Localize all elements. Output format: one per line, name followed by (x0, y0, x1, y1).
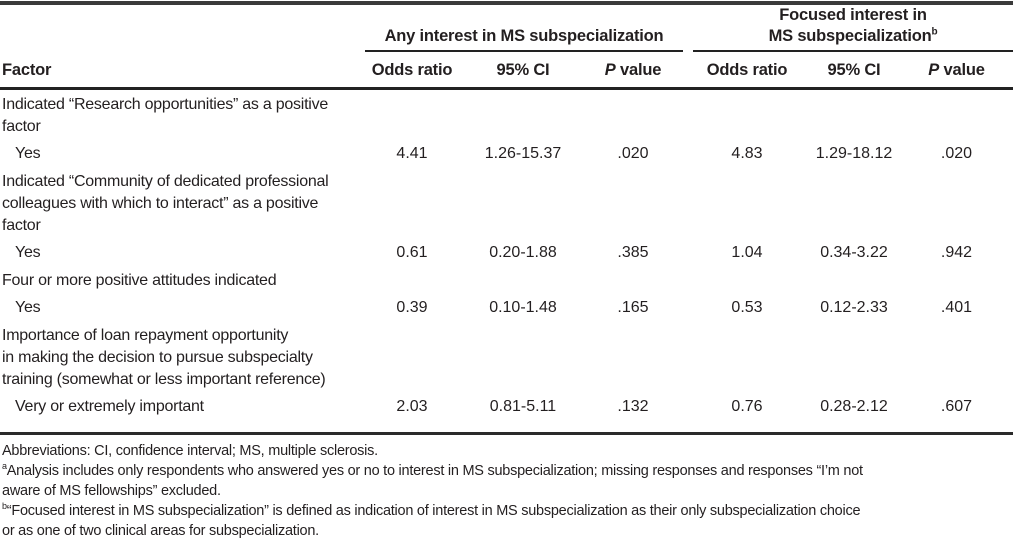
odds-ratio-column-header: Odds ratio (371, 61, 453, 79)
ci-column-header: 95% CI (496, 61, 550, 79)
factor-group-row: Importance of loan repayment opportunity… (0, 325, 1013, 391)
odds-ratio-value: 0.76 (731, 398, 763, 415)
p-value-rest-label: value (615, 61, 662, 79)
ci-value: 0.34-3.22 (820, 244, 888, 261)
statistics-table: Any interest in MS subspecialization Foc… (0, 1, 1013, 541)
abbreviations-note: Abbreviations: CI, confidence interval; … (2, 441, 1013, 461)
table-body: Indicated “Research opportunities” as a … (0, 94, 1013, 432)
factor-label: Indicated “Community of dedicated profes… (2, 173, 329, 234)
p-value: .607 (940, 398, 973, 415)
p-value-column-header: P value (580, 61, 686, 80)
p-value-rest-label: value (939, 61, 985, 79)
factor-label: Indicated “Research opportunities” as a … (2, 96, 328, 135)
p-italic-label: P (604, 61, 616, 79)
column-header-row: Factor Odds ratio 95% CI P value Odds ra… (0, 52, 1013, 87)
abbreviations-text: Abbreviations: CI, confidence interval; … (2, 443, 378, 459)
column-group-label: Any interest in MS subspecialization (384, 27, 664, 45)
row-label: Yes (15, 299, 41, 316)
odds-ratio-value: 2.03 (396, 398, 428, 415)
ci-value: 0.12-2.33 (820, 299, 888, 316)
odds-ratio-value: 4.83 (731, 145, 763, 162)
odds-ratio-value: 4.41 (396, 145, 428, 162)
footnote-b-marker: b (931, 26, 938, 38)
factor-group-row: Indicated “Research opportunities” as a … (0, 94, 1013, 138)
odds-ratio-value: 1.04 (731, 244, 763, 261)
odds-ratio-value: 0.53 (731, 299, 763, 316)
odds-ratio-column-header: Odds ratio (706, 61, 788, 79)
p-value: .020 (617, 145, 649, 162)
table-row: Yes 0.61 0.20-1.88 .385 1.04 0.34-3.22 .… (0, 242, 1013, 264)
ci-value: 0.28-2.12 (820, 398, 888, 415)
table-row: Very or extremely important 2.03 0.81-5.… (0, 396, 1013, 418)
p-value: .020 (940, 145, 973, 162)
factor-group-row: Indicated “Community of dedicated profes… (0, 171, 1013, 237)
ci-value: 1.29-18.12 (815, 145, 893, 162)
factor-label: Importance of loan repayment opportunity… (2, 327, 326, 388)
factor-label: Four or more positive attitudes indicate… (2, 272, 277, 289)
column-group-label-line1: Focused interest in (779, 6, 927, 24)
factor-group-row: Four or more positive attitudes indicate… (0, 270, 1013, 292)
column-group-any-interest: Any interest in MS subspecialization (365, 26, 683, 52)
row-label: Very or extremely important (15, 398, 204, 415)
p-italic-label: P (928, 61, 940, 79)
p-value: .942 (940, 244, 973, 261)
p-value: .385 (617, 244, 649, 261)
footnote-b-text: “Focused interest in MS subspecializatio… (2, 503, 861, 539)
table-row: Yes 4.41 1.26-15.37 .020 4.83 1.29-18.12… (0, 143, 1013, 165)
odds-ratio-value: 0.61 (396, 244, 428, 261)
footnote-a-text: Analysis includes only respondents who a… (2, 463, 863, 499)
ci-value: 0.10-1.48 (489, 299, 557, 316)
ci-value: 1.26-15.37 (484, 145, 562, 162)
ci-column-header: 95% CI (827, 61, 881, 79)
column-group-label-line2: MS subspecialization (768, 27, 932, 45)
footer-rule (0, 432, 1013, 435)
column-group-header-row: Any interest in MS subspecialization Foc… (0, 5, 1013, 52)
footnotes: Abbreviations: CI, confidence interval; … (0, 435, 1013, 541)
column-group-focused-interest: Focused interest in MS subspecialization… (693, 5, 1013, 52)
ci-value: 0.20-1.88 (489, 244, 557, 261)
factor-column-header: Factor (2, 61, 52, 79)
p-value-column-header: P value (900, 61, 1013, 80)
footnote-a-marker: a (2, 461, 7, 472)
odds-ratio-value: 0.39 (396, 299, 428, 316)
header-rule (0, 87, 1013, 90)
row-label: Yes (15, 145, 41, 162)
row-label: Yes (15, 244, 41, 261)
footnote-b-marker: b (2, 501, 7, 512)
p-value: .132 (617, 398, 649, 415)
top-rule (0, 1, 1013, 5)
ci-value: 0.81-5.11 (489, 398, 557, 415)
p-value: .401 (940, 299, 973, 316)
footnote-b: b“Focused interest in MS subspecializati… (2, 501, 1013, 541)
table-row: Yes 0.39 0.10-1.48 .165 0.53 0.12-2.33 .… (0, 297, 1013, 319)
footnote-a: aAnalysis includes only respondents who … (2, 461, 1013, 501)
p-value: .165 (617, 299, 649, 316)
